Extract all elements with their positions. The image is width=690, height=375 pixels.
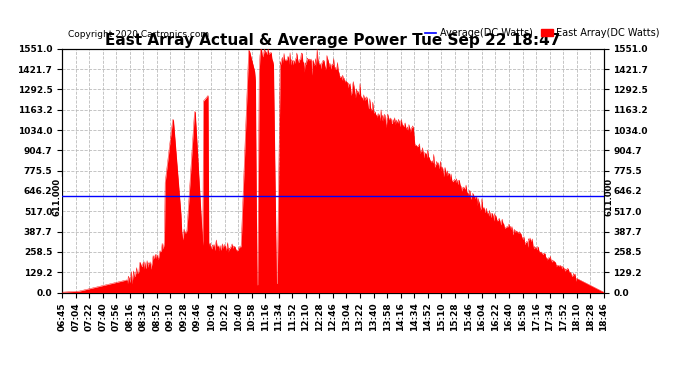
Text: 611.000: 611.000	[52, 177, 61, 216]
Legend: Average(DC Watts), East Array(DC Watts): Average(DC Watts), East Array(DC Watts)	[421, 24, 664, 42]
Text: 611.000: 611.000	[604, 177, 613, 216]
Text: Copyright 2020 Cartronics.com: Copyright 2020 Cartronics.com	[68, 30, 208, 39]
Title: East Array Actual & Average Power Tue Sep 22 18:47: East Array Actual & Average Power Tue Se…	[106, 33, 560, 48]
